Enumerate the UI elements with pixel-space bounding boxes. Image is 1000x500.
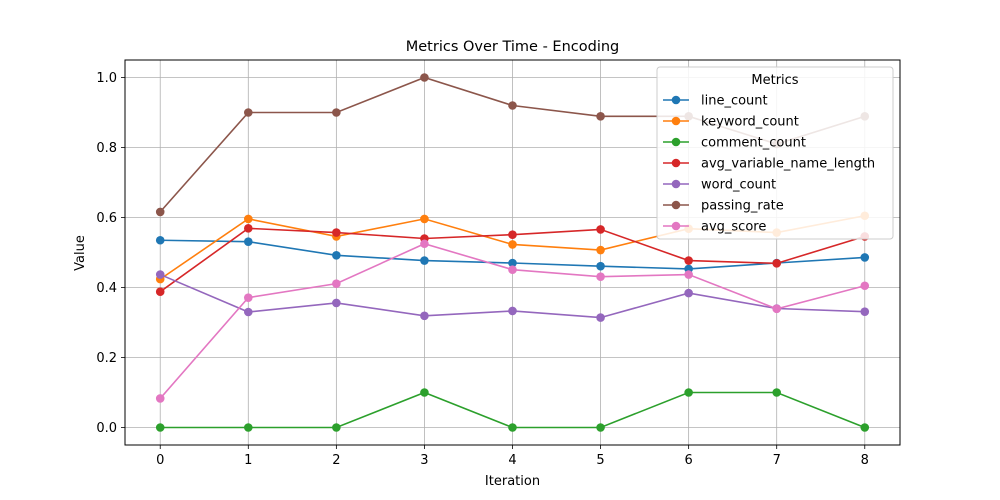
data-point bbox=[508, 258, 517, 268]
data-point bbox=[243, 108, 253, 117]
legend-marker bbox=[671, 137, 681, 147]
y-tick-label: 1.0 bbox=[96, 71, 117, 86]
legend-marker bbox=[671, 221, 681, 231]
x-axis-label: Iteration bbox=[485, 474, 540, 489]
data-point bbox=[243, 307, 253, 317]
legend-label: comment_count bbox=[701, 136, 806, 151]
data-point bbox=[596, 272, 605, 281]
data-point bbox=[243, 423, 253, 432]
data-point bbox=[684, 270, 693, 279]
data-point bbox=[420, 388, 429, 397]
legend-title: Metrics bbox=[751, 73, 798, 88]
legend-marker bbox=[671, 179, 681, 189]
data-point bbox=[772, 304, 782, 314]
data-point bbox=[243, 293, 253, 302]
data-point bbox=[332, 279, 341, 288]
x-tick-label: 0 bbox=[156, 453, 164, 468]
data-point bbox=[596, 423, 605, 432]
data-point bbox=[684, 388, 693, 397]
data-point bbox=[508, 101, 517, 110]
y-tick-label: 0.0 bbox=[96, 421, 117, 436]
data-point bbox=[508, 265, 517, 274]
data-point bbox=[772, 259, 782, 268]
x-tick-label: 4 bbox=[508, 453, 516, 468]
x-tick-label: 6 bbox=[684, 453, 692, 468]
data-point bbox=[155, 423, 165, 432]
legend-item-avg_score: avg_score bbox=[663, 220, 766, 235]
legend-item-line_count: line_count bbox=[663, 94, 768, 109]
data-point bbox=[243, 214, 253, 224]
data-point bbox=[508, 423, 517, 432]
data-point bbox=[684, 288, 693, 298]
legend-item-keyword_count: keyword_count bbox=[663, 115, 799, 130]
series-word_count bbox=[155, 270, 870, 322]
data-point bbox=[508, 230, 517, 239]
data-point bbox=[860, 281, 870, 291]
legend-label: line_count bbox=[701, 94, 768, 109]
legend-item-word_count: word_count bbox=[663, 178, 776, 193]
x-tick-label: 8 bbox=[861, 453, 869, 468]
legend: Metrics line_count keyword_count comment_c… bbox=[656, 66, 894, 240]
data-point bbox=[332, 251, 341, 260]
legend-item-avg_variable_name_length: avg_variable_name_length bbox=[663, 157, 875, 172]
data-point bbox=[332, 228, 341, 237]
data-point bbox=[243, 237, 253, 246]
data-point bbox=[420, 311, 429, 321]
x-tick-label: 2 bbox=[332, 453, 340, 468]
data-point bbox=[508, 240, 517, 249]
data-point bbox=[155, 207, 165, 217]
x-tick-label: 1 bbox=[244, 453, 252, 468]
data-point bbox=[860, 423, 870, 432]
data-point bbox=[860, 253, 870, 262]
legend-marker bbox=[671, 116, 681, 126]
legend-label: avg_variable_name_length bbox=[701, 157, 875, 172]
plot-frame bbox=[124, 59, 901, 446]
data-point bbox=[332, 108, 341, 117]
legend-marker bbox=[671, 95, 681, 105]
data-point bbox=[332, 423, 341, 432]
legend-label: word_count bbox=[701, 178, 776, 193]
data-point bbox=[243, 224, 253, 233]
legend-item-comment_count: comment_count bbox=[663, 136, 806, 151]
data-point bbox=[420, 239, 429, 249]
legend-item-passing_rate: passing_rate bbox=[663, 199, 784, 214]
legend-label: avg_score bbox=[701, 220, 766, 235]
y-tick-label: 0.8 bbox=[96, 141, 117, 156]
data-point bbox=[332, 298, 341, 308]
x-tick-label: 7 bbox=[773, 453, 781, 468]
legend-marker bbox=[671, 158, 681, 168]
x-tick-label: 5 bbox=[596, 453, 604, 468]
data-point bbox=[596, 112, 605, 121]
legend-label: keyword_count bbox=[701, 115, 799, 130]
y-tick-label: 0.4 bbox=[96, 281, 117, 296]
data-point bbox=[420, 73, 429, 82]
data-point bbox=[772, 388, 782, 397]
series-avg_score bbox=[155, 239, 870, 403]
data-point bbox=[508, 306, 517, 316]
data-point bbox=[155, 394, 165, 403]
data-point bbox=[860, 307, 870, 316]
y-tick-label: 0.6 bbox=[96, 211, 117, 226]
data-point bbox=[155, 270, 165, 279]
legend-label: passing_rate bbox=[701, 199, 784, 214]
data-point bbox=[155, 287, 165, 297]
y-axis-label: Value bbox=[73, 235, 88, 271]
data-point bbox=[596, 225, 605, 234]
data-point bbox=[596, 261, 605, 271]
data-point bbox=[155, 235, 165, 245]
data-point bbox=[420, 256, 429, 265]
data-point bbox=[596, 313, 605, 322]
chart-title: Metrics Over Time - Encoding bbox=[406, 39, 620, 55]
data-point bbox=[596, 245, 605, 255]
legend-marker bbox=[671, 200, 681, 210]
x-tick-label: 3 bbox=[420, 453, 428, 468]
axes: 0 1 2 3 4 5 6 7 8 0.0 0.2 0.4 0.6 0.8 1.0 bbox=[96, 59, 901, 468]
series-comment_count bbox=[155, 388, 870, 432]
data-point bbox=[420, 214, 429, 224]
legend-box bbox=[656, 66, 894, 240]
data-point bbox=[684, 256, 693, 265]
y-tick-label: 0.2 bbox=[96, 351, 117, 366]
